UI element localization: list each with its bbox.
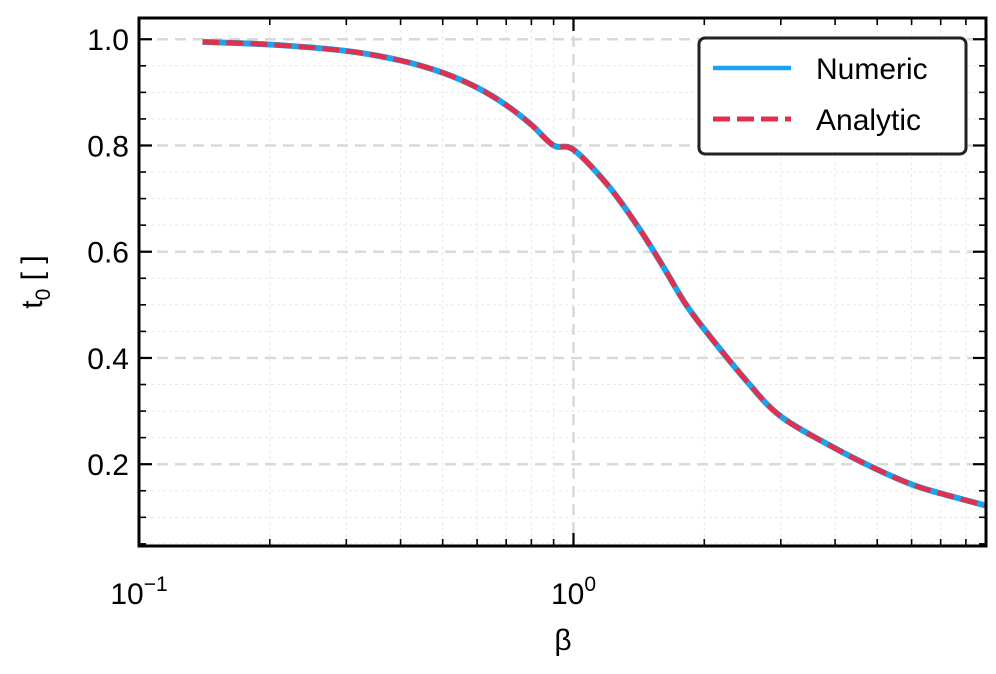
- x-tick-label-base: 10: [110, 578, 143, 611]
- y-tick-label: 0.6: [87, 237, 129, 270]
- y-tick-label: 0.2: [87, 449, 129, 482]
- y-axis-label: t0 [ ]: [16, 255, 55, 308]
- x-tick-label: 100: [551, 573, 596, 611]
- y-tick-label: 0.8: [87, 130, 129, 163]
- y-tick-label: 0.4: [87, 343, 129, 376]
- legend: Numeric Analytic: [697, 36, 968, 156]
- x-axis-label: β: [554, 624, 571, 657]
- tick-marks: [137, 18, 986, 546]
- y-tick-labels: 0.2 0.4 0.6 0.8 1.0: [87, 24, 129, 482]
- y-axis-label-subscript: 0: [32, 289, 55, 301]
- x-tick-label-exponent: −1: [144, 573, 168, 596]
- series-line-analytic: [202, 39, 987, 509]
- y-axis-label-unit: [ ]: [16, 255, 49, 288]
- legend-numeric-label: Numeric: [816, 53, 928, 86]
- x-tick-labels: 10−1 100: [110, 573, 596, 611]
- series-layer: [202, 38, 987, 509]
- y-axis-label-symbol: t: [16, 300, 49, 309]
- legend-analytic-label: Analytic: [816, 104, 921, 137]
- y-tick-label: 1.0: [87, 24, 129, 57]
- x-tick-label-exponent: 0: [584, 573, 596, 596]
- plot-frame: [137, 16, 988, 548]
- x-tick-label: 10−1: [110, 573, 167, 611]
- x-tick-label-base: 10: [551, 578, 584, 611]
- minor-grid: [139, 18, 986, 546]
